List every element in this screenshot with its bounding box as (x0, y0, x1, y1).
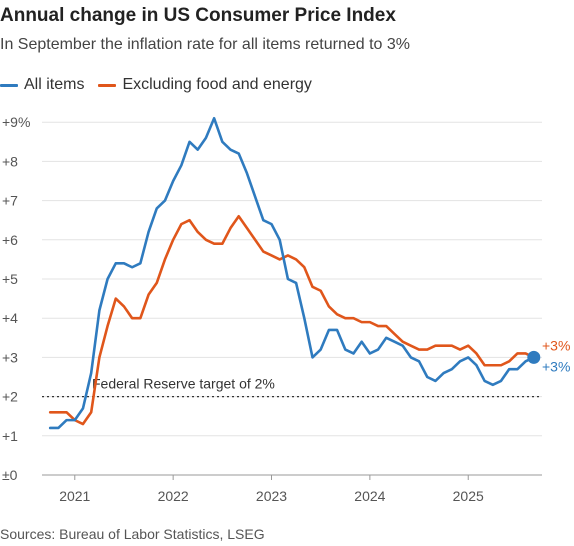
legend-item-core: Excluding food and energy (98, 76, 312, 94)
y-tick-label: +1 (2, 428, 18, 444)
legend-swatch-core (98, 83, 117, 87)
reference-line-label: Federal Reserve target of 2% (92, 376, 275, 392)
y-tick-label: +8 (2, 153, 18, 169)
y-tick-label: +9% (2, 114, 30, 130)
legend-swatch-all-items (0, 83, 18, 87)
y-tick-label: ±0 (2, 467, 18, 483)
series-line-core (48, 214, 536, 426)
legend-label-all-items: All items (24, 76, 85, 93)
source-note: Sources: Bureau of Labor Statistics, LSE… (0, 526, 265, 542)
line-chart: ±0 +1 +2 +3 +4 +5 +6 +7 +8 +9% 2021 2022 2023 2024 202… (2, 114, 570, 504)
series-line-all-items (48, 116, 536, 430)
x-tick-label: 2024 (354, 488, 385, 504)
chart-title: Annual change in US Consumer Price Index (0, 5, 396, 26)
legend-label-core: Excluding food and energy (122, 76, 312, 93)
y-tick-label: +7 (2, 193, 18, 209)
y-tick-label: +3 (2, 349, 18, 365)
legend-item-all-items: All items (0, 76, 84, 94)
x-tick-label: 2021 (59, 488, 90, 504)
chart-legend: All items Excluding food and energy (0, 76, 326, 94)
x-tick-label: 2022 (158, 488, 189, 504)
chart-subtitle: In September the inflation rate for all … (0, 36, 410, 53)
end-label-core: +3% (542, 337, 570, 353)
end-marker-all-items (527, 350, 541, 364)
x-tick-label: 2023 (256, 488, 287, 504)
y-tick-label: +2 (2, 389, 18, 405)
y-tick-label: +4 (2, 310, 18, 326)
y-tick-label: +5 (2, 271, 18, 287)
y-tick-label: +6 (2, 232, 18, 248)
x-tick-label: 2025 (453, 488, 484, 504)
end-label-all-items: +3% (542, 358, 570, 374)
